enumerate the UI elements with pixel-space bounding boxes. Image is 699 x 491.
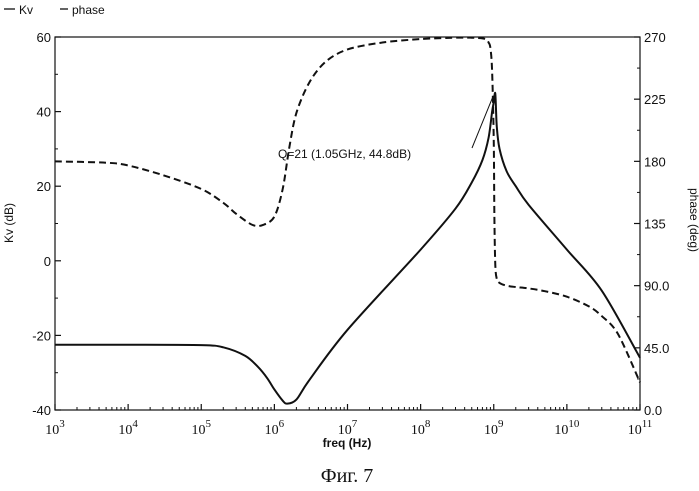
y-right-axis-title: phase (deg) bbox=[687, 188, 699, 252]
x-tick-label: 105 bbox=[192, 418, 212, 438]
y-left-tick-label: 60 bbox=[37, 30, 51, 45]
y-left-tick-label: 0 bbox=[44, 254, 51, 269]
y-right-ticks: 270 225 180 135 90.0 45.0 0.0 bbox=[634, 30, 669, 418]
y-right-tick-label: 225 bbox=[644, 92, 666, 107]
x-tick-label: 104 bbox=[118, 418, 138, 438]
y-right-tick-label: 270 bbox=[644, 30, 666, 45]
x-axis-title: freq (Hz) bbox=[323, 436, 372, 450]
y-right-tick-label: 45.0 bbox=[644, 341, 669, 356]
y-right-tick-label: 90.0 bbox=[644, 279, 669, 294]
plot-frame bbox=[55, 37, 640, 410]
legend-phase-label: phase bbox=[72, 3, 105, 17]
series-kv-line bbox=[55, 93, 640, 404]
legend-kv-label: Kv bbox=[19, 3, 33, 17]
y-left-ticks: 60 40 20 0 -20 -40 bbox=[32, 30, 61, 418]
y-left-tick-label: 20 bbox=[37, 179, 51, 194]
y-right-tick-label: 0.0 bbox=[644, 403, 662, 418]
x-tick-label: 108 bbox=[411, 418, 431, 438]
y-left-axis-title: Kv (dB) bbox=[2, 203, 16, 243]
x-tick-label: 1010 bbox=[554, 418, 580, 438]
x-ticks: 103 104 105 106 107 108 109 1010 1011 bbox=[45, 404, 652, 438]
y-left-tick-label: 40 bbox=[37, 105, 51, 120]
x-tick-label: 107 bbox=[338, 418, 358, 438]
y-right-tick-label: 135 bbox=[644, 217, 666, 232]
y-left-tick-label: -40 bbox=[32, 403, 51, 418]
x-tick-label: 106 bbox=[265, 418, 285, 438]
y-left-tick-label: -20 bbox=[32, 328, 51, 343]
x-tick-label: 103 bbox=[45, 418, 65, 438]
x-tick-label: 1011 bbox=[628, 418, 653, 438]
x-tick-label: 109 bbox=[484, 418, 504, 438]
annotation-q-label: Q=21 (1.05GHz, 44.8dB) bbox=[278, 147, 411, 161]
y-right-tick-label: 180 bbox=[644, 154, 666, 169]
figure-caption: Фиг. 7 bbox=[321, 465, 373, 487]
legend: Kv phase bbox=[4, 3, 105, 17]
